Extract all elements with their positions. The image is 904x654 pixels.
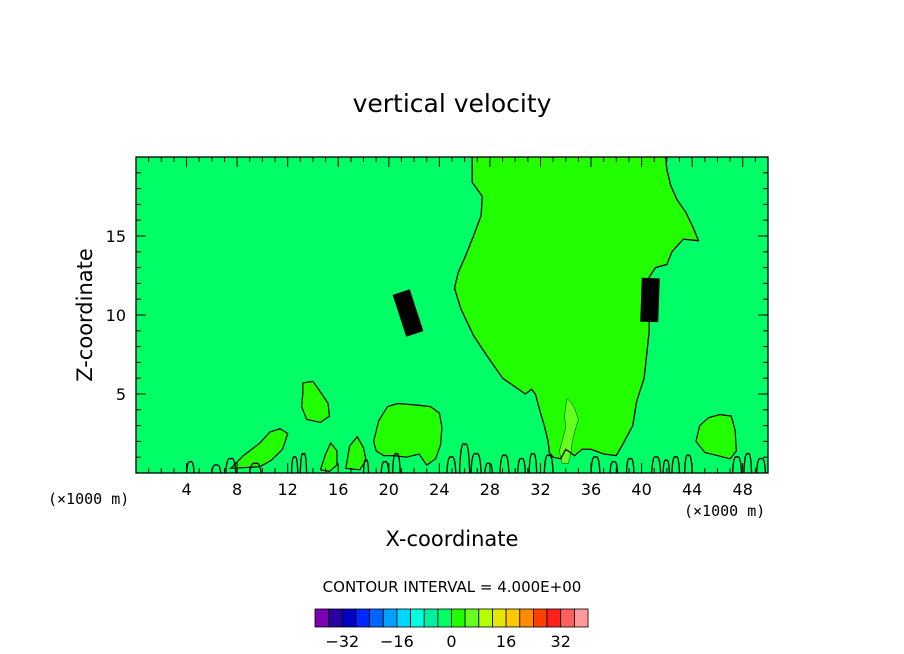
colorbar-swatch: [423, 608, 439, 628]
colorbar-tick-label: 16: [496, 632, 516, 651]
x-left-unit-label: (×1000 m): [48, 490, 129, 508]
x-tick-label: 28: [480, 480, 500, 499]
x-tick-label: 32: [530, 480, 550, 499]
x-tick-label: 16: [328, 480, 348, 499]
colorbar-swatch: [533, 608, 548, 628]
colorbar-swatch: [437, 608, 452, 628]
y-tick-label: 5: [116, 385, 126, 404]
contour-label-right: 0.00: [640, 277, 660, 323]
colorbar-swatch: [355, 608, 370, 628]
updraft-core-fill: [559, 398, 579, 464]
contour-interval-text: CONTOUR INTERVAL = 4.000E+00: [323, 578, 582, 596]
colorbar-swatch: [396, 608, 411, 628]
updraft-cell-4: [229, 428, 289, 469]
colorbar-swatch: [451, 608, 466, 628]
colorbar-swatch: [341, 608, 357, 628]
x-axis-ticks: 4 8 12 16 20 24 28 32 36 40 44 48: [148, 157, 756, 499]
small-updraft-cells: [229, 380, 738, 473]
colorbar-swatch: [519, 608, 534, 628]
updraft-region-fill: [454, 157, 699, 459]
updraft-cell-2: [372, 402, 443, 466]
x-tick-label: 36: [581, 480, 601, 499]
colorbar-swatch: [464, 608, 480, 628]
colorbar-swatch: [560, 608, 575, 628]
x-tick-label: 48: [733, 480, 753, 499]
x-tick-label: 8: [232, 480, 242, 499]
colorbar-swatch: [410, 608, 425, 628]
colorbar: [314, 608, 589, 628]
colorbar-swatch: [369, 608, 384, 628]
y-tick-label: 15: [106, 227, 126, 246]
colorbar-tick-label: 32: [551, 632, 571, 651]
colorbar-tick-labels: −32 −16 0 16 32: [325, 632, 570, 651]
updraft-cell-5: [345, 435, 367, 471]
colorbar-swatch: [382, 608, 398, 628]
x-axis-label: X-coordinate: [386, 527, 519, 551]
x-tick-label: 20: [379, 480, 399, 499]
colorbar-tick-label: −32: [325, 632, 359, 651]
contour-label-right-text: 0.00: [643, 284, 659, 316]
x-tick-label: 44: [682, 480, 702, 499]
y-axis-ticks: 5 10 15: [106, 172, 768, 458]
colorbar-swatch: [492, 608, 507, 628]
updraft-cell-1: [300, 380, 331, 424]
colorbar-swatch: [314, 608, 330, 628]
colorbar-swatch: [505, 608, 521, 628]
surface-contour-cells: [185, 443, 767, 474]
x-tick-label: 40: [631, 480, 651, 499]
colorbar-swatch: [478, 608, 493, 628]
colorbar-tick-label: −16: [380, 632, 414, 651]
y-tick-label: 10: [106, 306, 126, 325]
zero-contour-line: [453, 156, 700, 460]
colorbar-swatch: [546, 608, 562, 628]
colorbar-swatch: [574, 608, 589, 628]
chart-title: vertical velocity: [353, 89, 552, 118]
x-tick-label: 24: [429, 480, 449, 499]
updraft-cell-3: [695, 413, 738, 460]
updraft-cell-6: [319, 441, 338, 473]
colorbar-tick-label: 0: [446, 632, 456, 651]
x-tick-label: 12: [278, 480, 298, 499]
y-axis-label: Z-coordinate: [73, 248, 97, 382]
x-right-unit-label: (×1000 m): [684, 502, 765, 520]
x-tick-label: 4: [181, 480, 191, 499]
colorbar-swatch: [328, 608, 343, 628]
